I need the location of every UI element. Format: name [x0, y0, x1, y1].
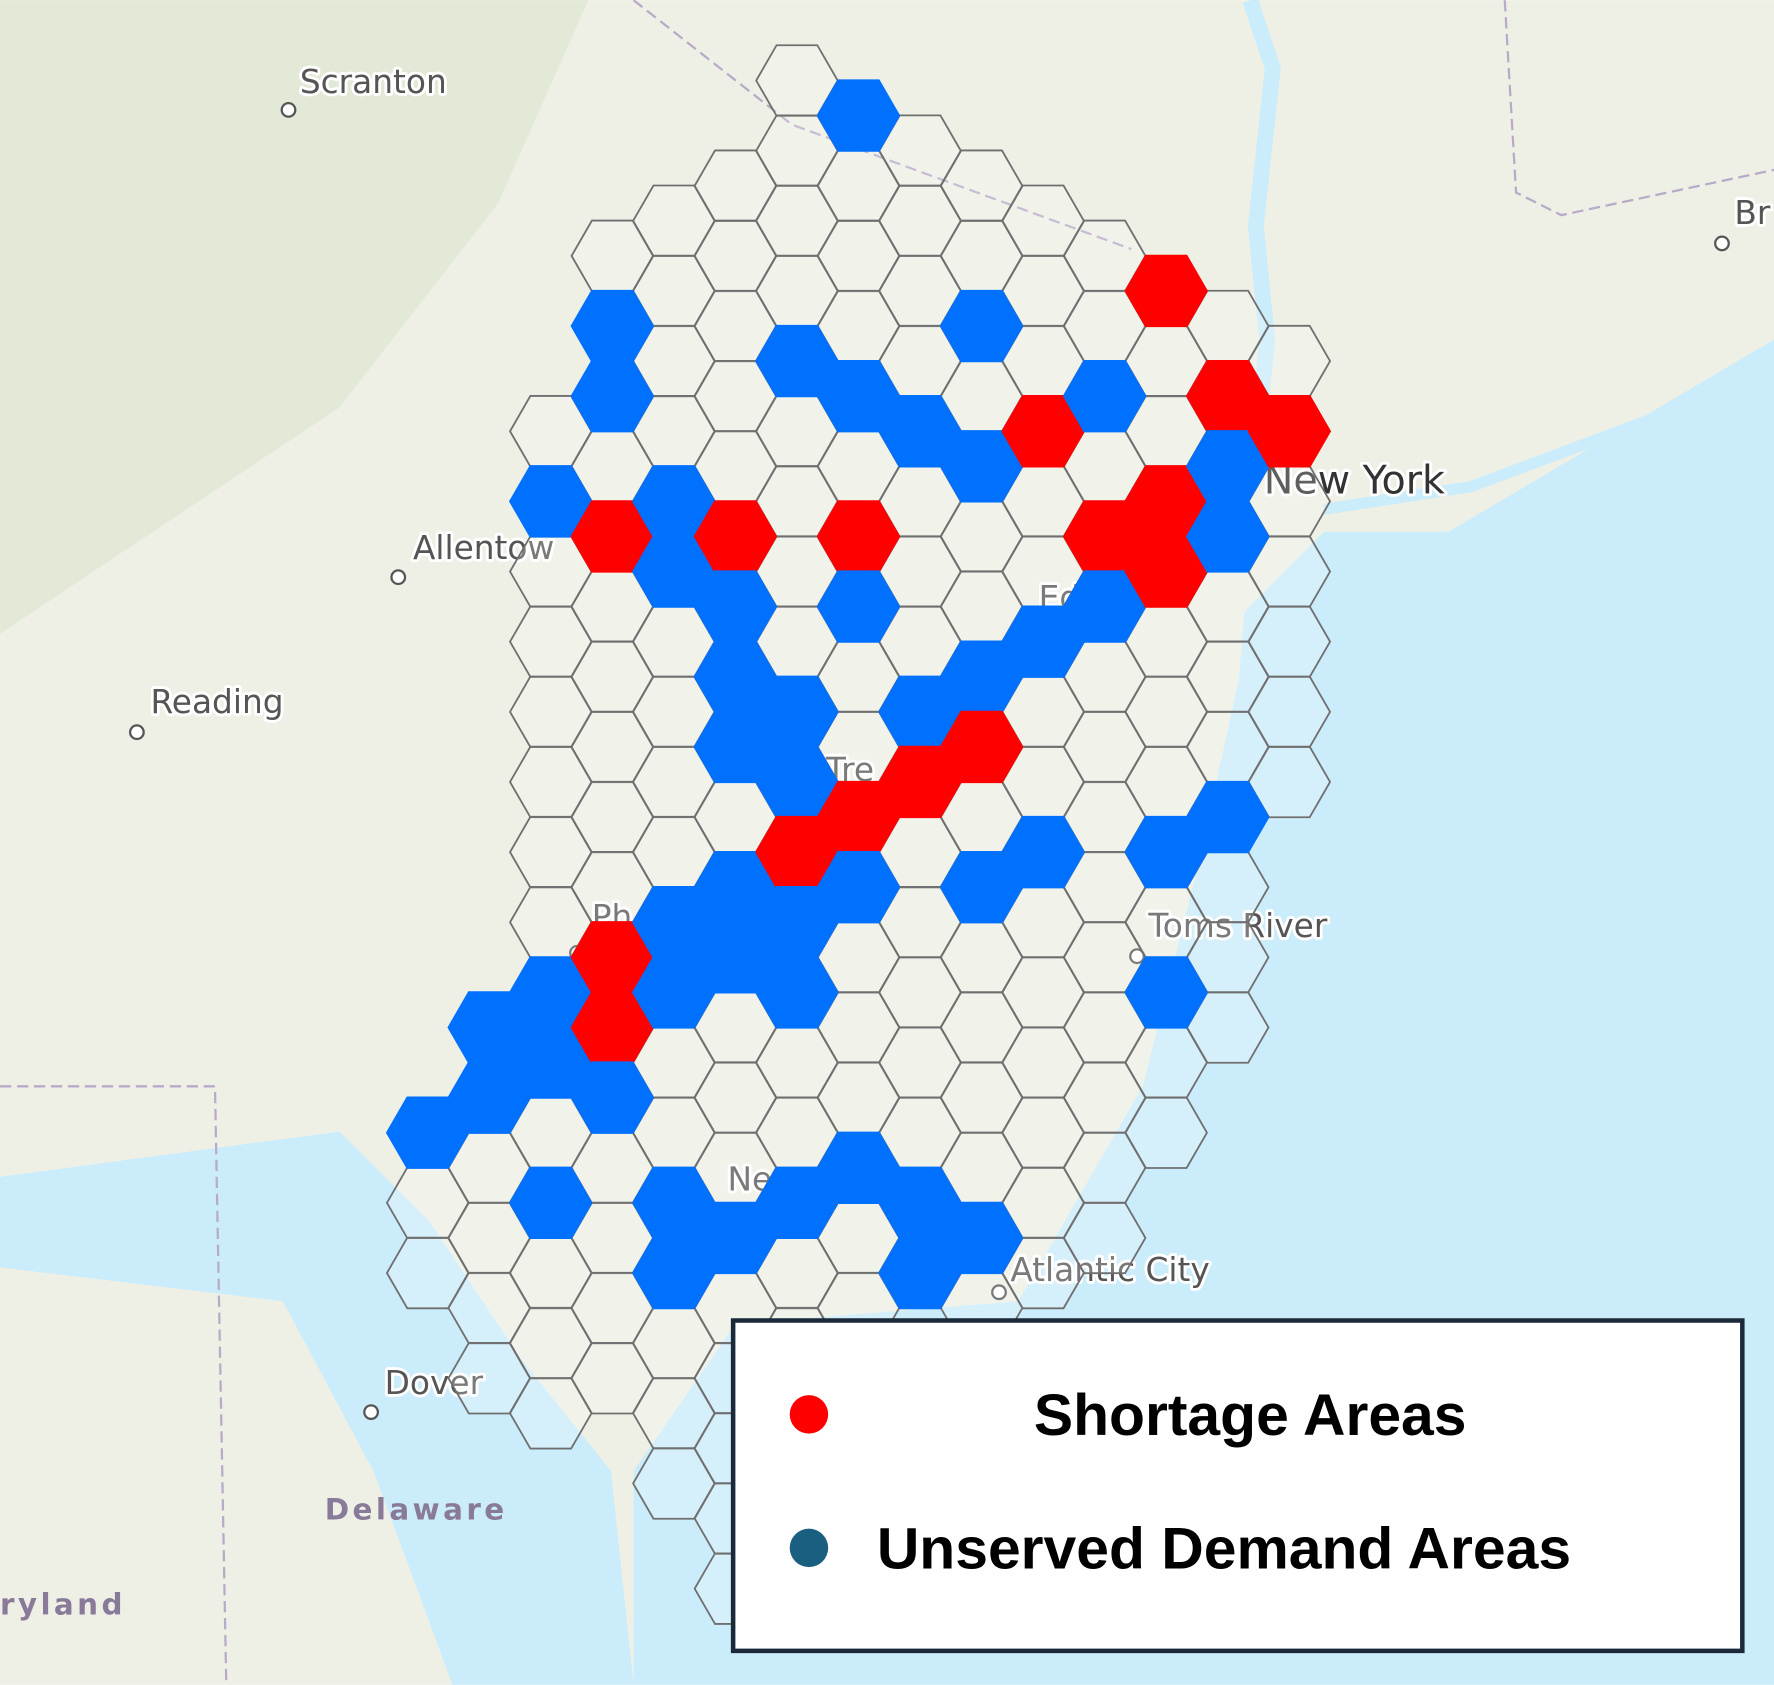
city-dot	[390, 569, 407, 586]
legend-box	[730, 1318, 1745, 1654]
city-dot	[128, 724, 145, 741]
unserved-hex	[1001, 815, 1085, 889]
unserved-hex	[1062, 359, 1147, 433]
legend-label: Unserved Demand Areas	[877, 1516, 1571, 1581]
place-label: New York	[1264, 457, 1445, 503]
place-label: ryland	[0, 1588, 126, 1622]
place-label: Reading	[150, 683, 283, 721]
hex-cell	[1124, 1096, 1208, 1169]
unserved-hex	[755, 956, 839, 1029]
unserved-hex	[570, 359, 655, 433]
place-label: Dover	[385, 1364, 484, 1402]
city-dot	[991, 1284, 1007, 1301]
legend: Shortage Areas Unserved Demand Areas	[730, 1318, 1745, 1654]
unserved-hex	[816, 570, 901, 643]
unserved-hex	[939, 289, 1024, 363]
shortage-hex	[1124, 254, 1208, 328]
city-dot	[363, 1404, 380, 1421]
unserved-hex	[939, 1201, 1024, 1275]
hex-cell	[1062, 1201, 1147, 1275]
city-dot	[1714, 235, 1730, 252]
shortage-hex	[1247, 395, 1332, 468]
unserved-hex	[570, 1061, 655, 1134]
unserved-hex	[1124, 956, 1208, 1029]
delaware-bay	[0, 1131, 634, 1685]
city-dot	[280, 102, 297, 118]
hudson-river	[1242, 0, 1281, 454]
place-label: Scranton	[300, 63, 447, 101]
ridge-terrain	[0, 0, 589, 634]
place-label: Delaware	[325, 1493, 508, 1527]
unserved-hex	[508, 1166, 593, 1240]
unserved-hex	[816, 850, 901, 924]
unserved-hex	[1185, 780, 1270, 854]
unserved-hex	[816, 79, 901, 152]
place-label: Br	[1734, 194, 1770, 232]
unserved-hex	[1185, 500, 1270, 573]
legend-swatch	[789, 1528, 829, 1568]
legend-label: Shortage Areas	[1034, 1383, 1467, 1448]
place-label: Toms River	[1147, 907, 1327, 945]
shortage-hex	[939, 710, 1024, 784]
sound	[1322, 368, 1774, 515]
place-label: Atlantic City	[1010, 1251, 1209, 1289]
legend-swatch	[789, 1395, 829, 1434]
